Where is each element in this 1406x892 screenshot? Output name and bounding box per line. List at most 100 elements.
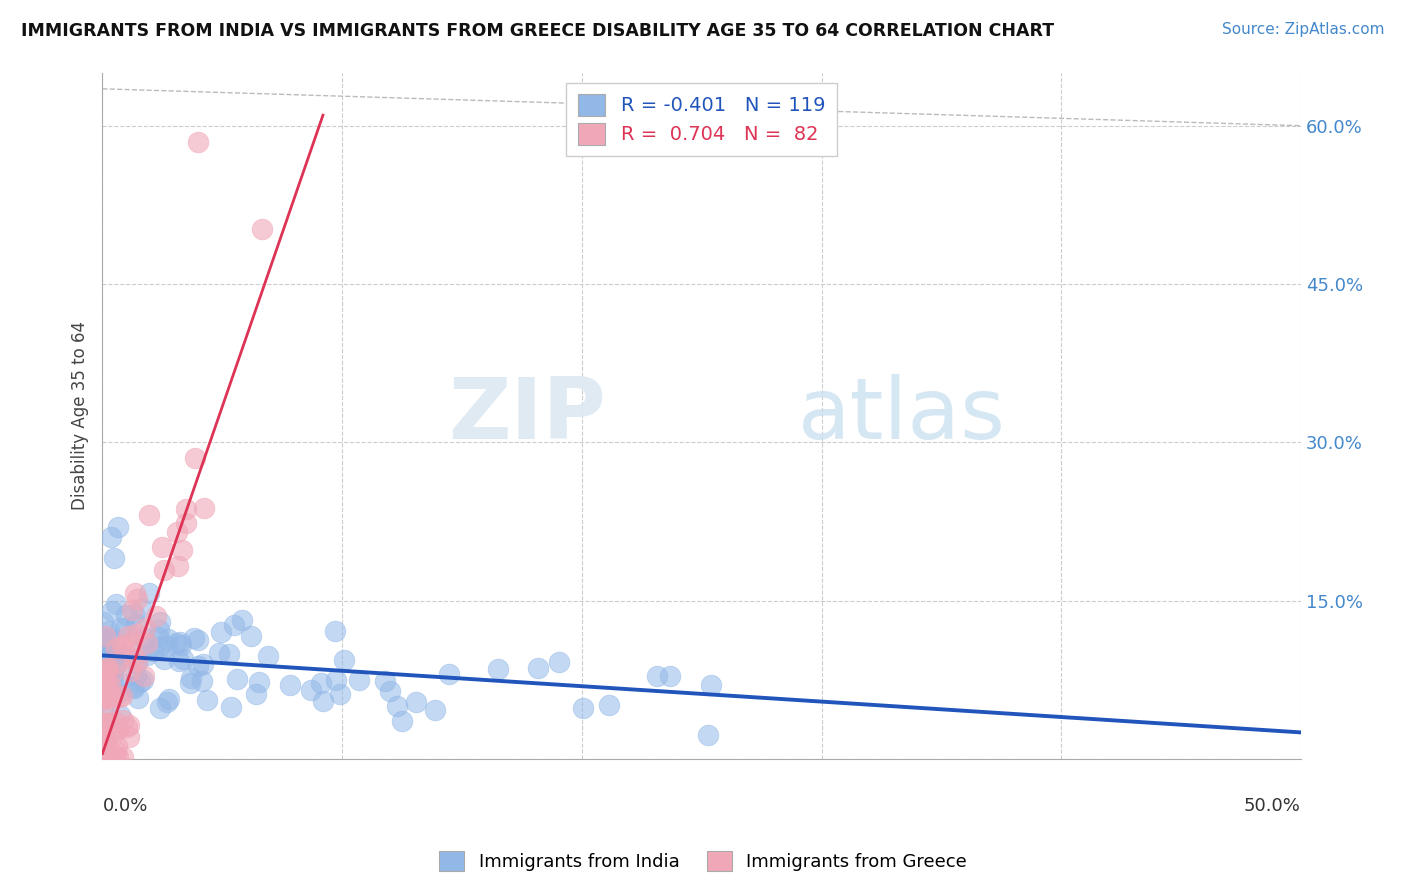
Point	[118, 718, 141, 732]
Point	[110, 677, 132, 691]
Point	[112, 638, 135, 652]
Point	[117, 629, 139, 643]
Text: ZIP: ZIP	[449, 375, 606, 458]
Point	[325, 673, 347, 688]
Text: IMMIGRANTS FROM INDIA VS IMMIGRANTS FROM GREECE DISABILITY AGE 35 TO 64 CORRELAT: IMMIGRANTS FROM INDIA VS IMMIGRANTS FROM…	[21, 22, 1054, 40]
Point	[98, 741, 121, 756]
Point	[94, 685, 117, 699]
Point	[94, 749, 117, 764]
Point	[91, 683, 114, 698]
Point	[98, 670, 121, 684]
Point	[127, 592, 149, 607]
Point	[94, 680, 117, 694]
Text: Source: ZipAtlas.com: Source: ZipAtlas.com	[1222, 22, 1385, 37]
Point	[94, 715, 117, 730]
Point	[94, 629, 117, 643]
Point	[96, 749, 118, 764]
Point	[191, 673, 214, 688]
Point	[107, 655, 129, 669]
Point	[96, 665, 118, 680]
Point	[134, 621, 156, 635]
Point	[124, 616, 146, 631]
Point	[94, 637, 117, 651]
Point	[191, 657, 214, 671]
Point	[97, 643, 120, 657]
Point	[167, 559, 190, 574]
Point	[700, 678, 723, 692]
Point	[329, 687, 352, 701]
Point	[104, 714, 127, 729]
Point	[527, 661, 550, 675]
Point	[138, 586, 160, 600]
Point	[93, 673, 115, 687]
Point	[107, 722, 129, 736]
Point	[169, 634, 191, 648]
Point	[125, 627, 148, 641]
Point	[94, 671, 117, 685]
Point	[183, 631, 205, 645]
Point	[157, 632, 180, 646]
Point	[142, 644, 165, 658]
Point	[94, 689, 117, 703]
Point	[103, 725, 125, 739]
Point	[104, 745, 127, 759]
Point	[107, 739, 129, 753]
Point	[101, 718, 124, 732]
Point	[125, 654, 148, 668]
Legend: Immigrants from India, Immigrants from Greece: Immigrants from India, Immigrants from G…	[432, 844, 974, 879]
Point	[94, 734, 117, 748]
Point	[93, 631, 115, 645]
Point	[153, 652, 176, 666]
Point	[125, 657, 148, 671]
Point	[96, 716, 118, 731]
Point	[157, 691, 180, 706]
Point	[166, 525, 188, 540]
Text: 0.0%: 0.0%	[103, 797, 148, 814]
Point	[156, 639, 179, 653]
Point	[187, 632, 209, 647]
Point	[96, 674, 118, 689]
Point	[195, 692, 218, 706]
Point	[245, 687, 267, 701]
Point	[309, 676, 332, 690]
Point	[333, 653, 356, 667]
Point	[121, 603, 143, 617]
Point	[488, 662, 510, 676]
Point	[94, 673, 117, 688]
Point	[148, 630, 170, 644]
Point	[250, 222, 273, 236]
Text: 50.0%: 50.0%	[1244, 797, 1301, 814]
Point	[548, 655, 571, 669]
Point	[107, 749, 129, 764]
Point	[97, 690, 120, 704]
Point	[405, 694, 427, 708]
Point	[571, 701, 593, 715]
Point	[96, 732, 118, 747]
Point	[101, 673, 124, 688]
Point	[165, 636, 187, 650]
Point	[118, 665, 141, 679]
Point	[114, 607, 136, 622]
Point	[91, 683, 114, 698]
Point	[170, 638, 193, 652]
Point	[91, 632, 114, 646]
Point	[91, 632, 114, 646]
Point	[148, 640, 170, 654]
Point	[122, 607, 145, 621]
Point	[208, 646, 231, 660]
Point	[437, 667, 460, 681]
Point	[94, 749, 117, 764]
Point	[180, 671, 202, 685]
Point	[374, 674, 396, 689]
Point	[122, 680, 145, 694]
Point	[118, 730, 141, 744]
Point	[101, 604, 124, 618]
Point	[174, 516, 197, 531]
Point	[94, 721, 117, 735]
Point	[94, 749, 117, 764]
Point	[128, 674, 150, 689]
Point	[174, 502, 197, 516]
Point	[94, 749, 117, 764]
Point	[380, 684, 402, 698]
Point	[94, 662, 117, 676]
